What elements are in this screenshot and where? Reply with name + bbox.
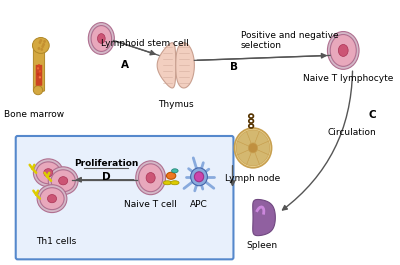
Ellipse shape xyxy=(34,86,43,95)
Ellipse shape xyxy=(48,167,78,195)
FancyBboxPatch shape xyxy=(36,65,42,86)
Circle shape xyxy=(248,143,258,153)
Ellipse shape xyxy=(172,169,178,173)
Text: Lymph node: Lymph node xyxy=(225,174,281,183)
Circle shape xyxy=(40,48,43,51)
Text: Thymus: Thymus xyxy=(158,100,194,109)
Ellipse shape xyxy=(171,181,179,185)
Polygon shape xyxy=(253,148,268,165)
Circle shape xyxy=(194,172,204,182)
Ellipse shape xyxy=(48,195,56,203)
Ellipse shape xyxy=(98,34,105,43)
Circle shape xyxy=(234,128,272,168)
FancyBboxPatch shape xyxy=(16,136,234,259)
Ellipse shape xyxy=(36,162,60,184)
Text: Th1 cells: Th1 cells xyxy=(36,237,76,246)
Ellipse shape xyxy=(37,185,67,213)
Text: Naive T lymphocyte: Naive T lymphocyte xyxy=(303,74,393,83)
Circle shape xyxy=(41,45,44,48)
Polygon shape xyxy=(246,130,260,148)
Ellipse shape xyxy=(32,38,49,54)
Ellipse shape xyxy=(328,32,359,69)
Polygon shape xyxy=(238,131,253,148)
Circle shape xyxy=(37,73,39,76)
Ellipse shape xyxy=(34,159,63,187)
Text: Bone marrow: Bone marrow xyxy=(4,110,64,119)
Text: Positive and negative
selection: Positive and negative selection xyxy=(241,30,338,50)
Polygon shape xyxy=(246,148,260,166)
Text: A: A xyxy=(120,60,128,70)
Ellipse shape xyxy=(44,169,53,177)
Circle shape xyxy=(38,64,40,67)
Ellipse shape xyxy=(91,25,112,51)
Circle shape xyxy=(39,70,41,73)
Circle shape xyxy=(191,168,207,186)
Ellipse shape xyxy=(163,181,172,185)
Circle shape xyxy=(38,47,40,50)
Ellipse shape xyxy=(59,177,68,185)
Text: Lymphoid stem cell: Lymphoid stem cell xyxy=(102,39,189,48)
Text: Proliferation: Proliferation xyxy=(74,159,138,168)
Ellipse shape xyxy=(138,164,163,192)
Polygon shape xyxy=(157,43,176,88)
Polygon shape xyxy=(238,148,253,165)
FancyBboxPatch shape xyxy=(34,45,44,91)
Polygon shape xyxy=(236,141,253,155)
Ellipse shape xyxy=(136,161,166,195)
Ellipse shape xyxy=(146,173,155,183)
Text: Spleen: Spleen xyxy=(247,241,278,250)
Text: APC: APC xyxy=(190,200,208,209)
Circle shape xyxy=(40,39,42,42)
Text: D: D xyxy=(102,172,110,182)
Polygon shape xyxy=(176,43,194,88)
Circle shape xyxy=(39,76,41,78)
Ellipse shape xyxy=(166,172,176,179)
Circle shape xyxy=(37,67,39,69)
Ellipse shape xyxy=(40,188,64,210)
Text: B: B xyxy=(230,62,238,72)
Polygon shape xyxy=(253,131,268,148)
Polygon shape xyxy=(253,200,275,236)
Ellipse shape xyxy=(338,45,348,56)
Ellipse shape xyxy=(88,23,114,54)
Polygon shape xyxy=(253,141,270,155)
Ellipse shape xyxy=(330,34,356,66)
Circle shape xyxy=(42,43,45,46)
Text: C: C xyxy=(368,110,376,120)
Text: Circulation: Circulation xyxy=(327,128,376,137)
Ellipse shape xyxy=(51,170,75,192)
Text: Naive T cell: Naive T cell xyxy=(124,200,177,209)
Circle shape xyxy=(38,41,41,44)
Circle shape xyxy=(43,40,46,43)
